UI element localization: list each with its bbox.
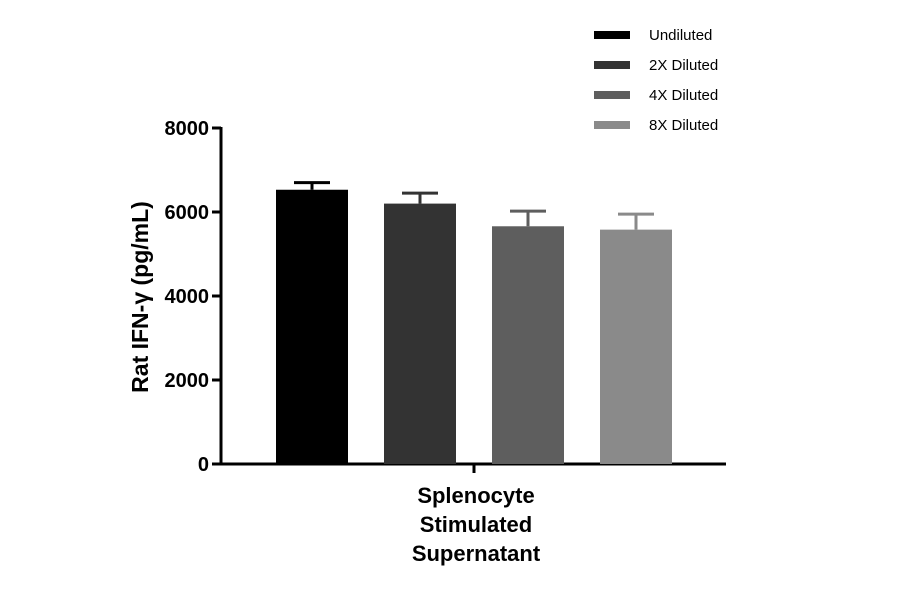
y-tick-label: 2000 [165,370,210,392]
y-tick-label: 8000 [165,118,210,140]
legend: Undiluted 2X Diluted 4X Diluted 8X Diluted [594,27,718,134]
legend-label: 8X Diluted [649,117,718,134]
category-label-line-1: Splenocyte [417,483,534,508]
legend-label: 4X Diluted [649,87,718,104]
bar [276,189,348,465]
error-bars [294,181,654,230]
legend-swatch [594,91,630,99]
bar [492,226,564,464]
y-tick-label: 0 [198,454,209,476]
bar [384,203,456,464]
y-tick-label: 6000 [165,202,210,224]
legend-swatch [594,121,630,129]
bars [276,189,672,465]
y-ticks: 0 2000 4000 6000 8000 [165,118,221,476]
category-label-line-3: Supernatant [412,541,541,566]
category-label-line-2: Stimulated [420,512,532,537]
legend-label: 2X Diluted [649,57,718,74]
bar [600,229,672,464]
y-tick-label: 4000 [165,286,210,308]
legend-swatch [594,31,630,39]
legend-label: Undiluted [649,27,712,44]
y-axis-label: Rat IFN-γ (pg/mL) [127,201,153,393]
legend-swatch [594,61,630,69]
